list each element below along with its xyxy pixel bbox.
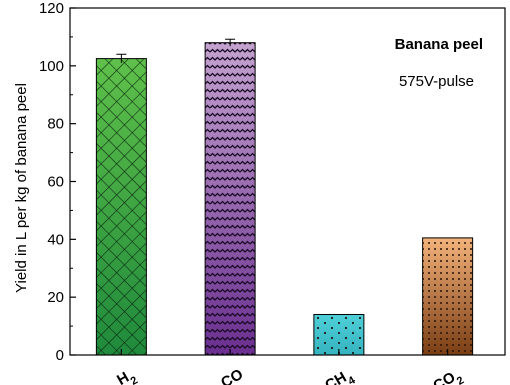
y-tick-label: 40 <box>47 231 64 248</box>
chart-title: Banana peel <box>395 36 483 53</box>
y-tick-label: 80 <box>47 116 64 133</box>
x-tick-label-subscript: 4 <box>346 374 358 385</box>
bar-hatch <box>313 314 365 356</box>
x-tick-label-base: CO <box>218 366 246 385</box>
bars-group <box>95 38 474 356</box>
y-tick-label: 0 <box>56 347 64 364</box>
x-tick-label: CH4 <box>322 365 358 385</box>
x-tick-label: CO2 <box>430 366 466 385</box>
y-axis-label: Yield in L per kg of banana peel <box>13 83 30 293</box>
y-tick-label: 20 <box>47 289 64 306</box>
y-tick-label: 120 <box>39 0 64 17</box>
x-tick-label: CO <box>218 366 246 385</box>
bar-hatch <box>95 58 147 356</box>
bar-hatch <box>204 42 256 356</box>
x-tick-label-subscript: 2 <box>455 374 466 385</box>
chart-subtitle: 575V-pulse <box>399 73 474 90</box>
y-tick-label: 100 <box>39 58 64 75</box>
x-tick-label: H2 <box>114 366 140 385</box>
bar-hatch <box>422 237 474 356</box>
x-tick-label-subscript: 2 <box>129 374 140 385</box>
y-tick-label: 60 <box>47 174 64 191</box>
